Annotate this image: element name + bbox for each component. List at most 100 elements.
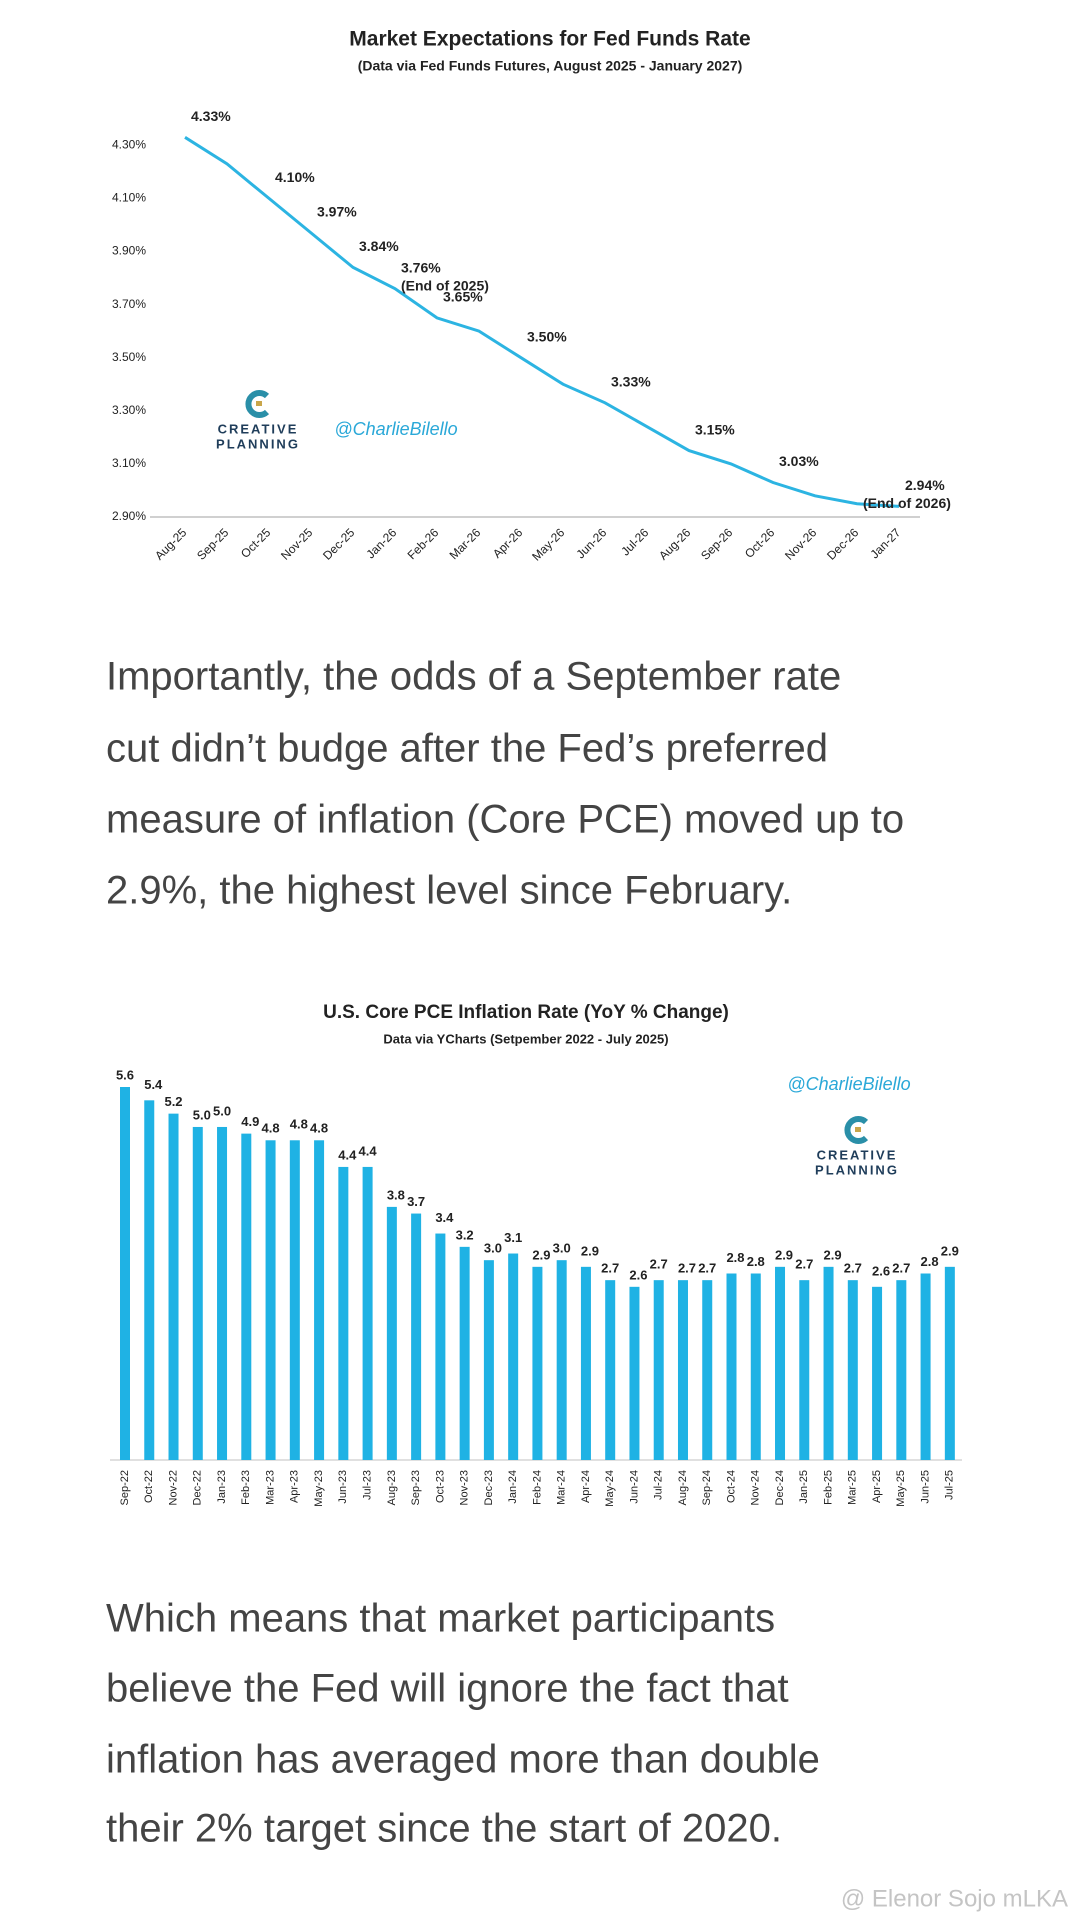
x-tick-label: Dec-22 [192, 1470, 204, 1505]
watermark: @ Elenor Sojo mLKA [841, 1885, 1068, 1912]
data-label: 3.97% [317, 204, 357, 220]
data-label: 3.76% [401, 259, 441, 275]
y-tick-label: 3.90% [112, 244, 146, 258]
logo-text: CREATIVE [817, 1147, 898, 1162]
paragraph-line: believe the Fed will ignore the fact tha… [106, 1667, 789, 1711]
data-label: 3.8 [387, 1187, 405, 1202]
x-tick-label: Nov-26 [782, 525, 819, 562]
x-tick-label: Aug-26 [656, 525, 693, 562]
x-tick-label: Jul-23 [362, 1470, 374, 1500]
bar [338, 1166, 349, 1460]
x-tick-label: Dec-23 [483, 1470, 495, 1505]
data-label: 4.10% [275, 169, 315, 185]
x-tick-label: Jan-26 [364, 525, 400, 561]
data-label: 2.7 [678, 1261, 696, 1276]
data-label: 5.0 [193, 1107, 211, 1122]
bar [508, 1253, 519, 1460]
bar [823, 1266, 834, 1460]
data-label: 2.8 [921, 1254, 939, 1269]
bar [920, 1273, 931, 1460]
x-tick-label: Jul-26 [618, 525, 651, 558]
x-tick-label: Feb-24 [531, 1470, 543, 1505]
data-label: 3.33% [611, 374, 651, 390]
data-label: 2.6 [629, 1267, 647, 1282]
data-label: 3.2 [456, 1227, 474, 1242]
logo-icon [855, 1127, 861, 1132]
logo-text: PLANNING [815, 1162, 899, 1177]
paragraph-line: cut didn’t budge after the Fed’s preferr… [106, 727, 828, 771]
bar [580, 1266, 591, 1460]
x-tick-label: Sep-23 [410, 1470, 422, 1505]
bar [847, 1280, 858, 1460]
paragraph-line: Importantly, the odds of a September rat… [106, 655, 841, 699]
y-tick-label: 3.10% [112, 456, 146, 470]
data-label: 2.94% [905, 477, 945, 493]
bar [775, 1266, 786, 1460]
x-tick-label: Jan-27 [868, 525, 904, 561]
data-label: 2.8 [747, 1254, 765, 1269]
paragraph-line: 2.9%, the highest level since February. [106, 869, 792, 913]
bar [192, 1126, 203, 1460]
bar [629, 1286, 640, 1460]
x-tick-label: Jun-26 [574, 525, 610, 561]
x-tick-label: May-26 [529, 525, 567, 563]
x-tick-label: Dec-26 [824, 525, 861, 562]
y-tick-label: 3.50% [112, 350, 146, 364]
x-tick-label: Mar-25 [847, 1470, 859, 1505]
bar [411, 1213, 422, 1460]
data-label: 2.9 [581, 1243, 599, 1258]
x-tick-label: Apr-25 [871, 1470, 883, 1503]
data-label: 2.7 [844, 1261, 862, 1276]
x-tick-label: Nov-24 [750, 1470, 762, 1505]
data-label: 3.15% [695, 421, 735, 437]
x-tick-label: Jan-25 [798, 1470, 810, 1504]
data-label: 2.7 [650, 1257, 668, 1272]
bar [241, 1133, 252, 1460]
bar [726, 1273, 737, 1460]
data-label: 2.7 [892, 1261, 910, 1276]
chart-subtitle: (Data via Fed Funds Futures, August 2025… [358, 58, 743, 74]
paragraph-line: Which means that market participants [106, 1597, 775, 1641]
logo-icon [844, 1116, 869, 1144]
data-label: 3.65% [443, 289, 483, 305]
x-tick-label: May-24 [604, 1470, 616, 1507]
bar [799, 1280, 810, 1460]
x-tick-label: Nov-23 [459, 1470, 471, 1505]
bar [362, 1166, 373, 1460]
bar [168, 1113, 179, 1460]
data-label: 3.84% [359, 238, 399, 254]
bar [435, 1233, 446, 1460]
x-tick-label: Mar-23 [264, 1470, 276, 1505]
bar [289, 1140, 300, 1460]
chart-subtitle: Data via YCharts (Setpember 2022 - July … [383, 1031, 668, 1046]
data-label: 3.4 [435, 1210, 454, 1225]
data-label: 5.6 [116, 1067, 134, 1082]
logo-text: PLANNING [216, 436, 300, 451]
x-tick-label: Dec-24 [774, 1470, 786, 1505]
bar [556, 1260, 567, 1460]
paragraph-line: their 2% target since the start of 2020. [106, 1807, 782, 1851]
x-tick-label: Oct-24 [725, 1470, 737, 1503]
bar [459, 1246, 470, 1460]
paragraph-line: measure of inflation (Core PCE) moved up… [106, 798, 904, 842]
data-label: 2.7 [601, 1261, 619, 1276]
paragraph-line: inflation has averaged more than double [106, 1738, 820, 1782]
data-label: 4.8 [310, 1121, 328, 1136]
x-tick-label: Apr-24 [580, 1470, 592, 1503]
bar [120, 1087, 130, 1460]
bar [483, 1260, 494, 1460]
logo-icon [245, 390, 270, 418]
x-tick-label: Nov-25 [278, 525, 315, 562]
chart-title: U.S. Core PCE Inflation Rate (YoY % Chan… [323, 1002, 729, 1023]
x-tick-label: Sep-22 [119, 1470, 131, 1505]
data-label: 3.0 [484, 1241, 502, 1256]
data-label: 2.9 [775, 1247, 793, 1262]
data-label: 3.0 [553, 1241, 571, 1256]
bar [872, 1286, 883, 1460]
y-tick-label: 4.30% [112, 137, 146, 151]
x-tick-label: Apr-23 [289, 1470, 301, 1503]
logo-icon [256, 401, 262, 406]
bar [896, 1280, 907, 1460]
data-label: 2.7 [795, 1257, 813, 1272]
